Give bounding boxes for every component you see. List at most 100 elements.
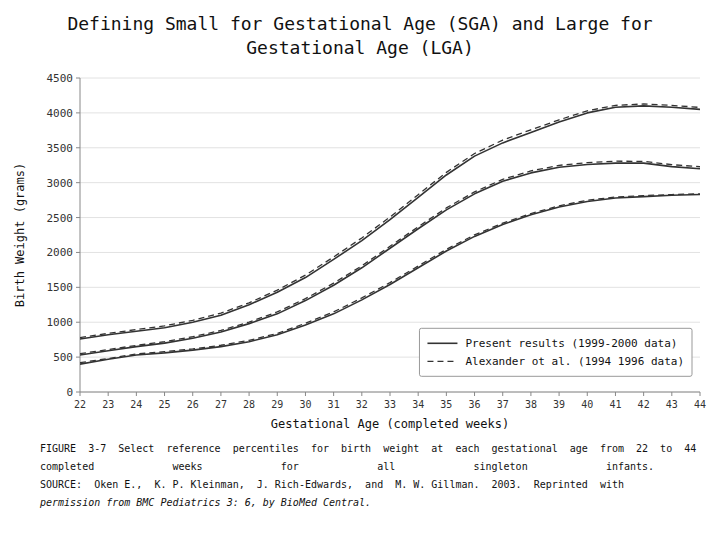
x-tick	[192, 392, 193, 396]
x-tick	[333, 392, 334, 396]
y-tick-label: 3000	[47, 177, 74, 190]
grid-line	[80, 287, 700, 288]
y-tick	[76, 78, 80, 79]
legend-label: Present results (1999-2000 data)	[465, 337, 677, 350]
x-tick-label: 42	[638, 399, 650, 410]
x-tick-label: 28	[243, 399, 255, 410]
x-tick	[615, 392, 616, 396]
grid-line	[80, 322, 700, 323]
x-tick-label: 39	[553, 399, 565, 410]
y-tick	[76, 112, 80, 113]
x-tick	[700, 392, 701, 396]
x-tick	[390, 392, 391, 396]
y-tick-label: 1000	[47, 316, 74, 329]
x-tick	[136, 392, 137, 396]
x-tick-label: 43	[666, 399, 678, 410]
title: Gestational Age (LGA)	[246, 37, 474, 58]
y-tick	[76, 322, 80, 323]
y-tick	[76, 182, 80, 183]
grid-line	[80, 252, 700, 253]
title: Defining Small for Gestational Age (SGA)…	[67, 13, 652, 34]
y-tick	[76, 217, 80, 218]
x-tick	[671, 392, 672, 396]
series-line	[80, 106, 700, 339]
y-tick	[76, 357, 80, 358]
y-tick-label: 3500	[47, 142, 74, 155]
x-tick	[249, 392, 250, 396]
x-tick	[446, 392, 447, 396]
x-tick-label: 33	[384, 399, 396, 410]
x-tick-label: 32	[356, 399, 368, 410]
x-axis-line	[80, 392, 700, 393]
y-tick-label: 1500	[47, 281, 74, 294]
x-tick-label: 30	[299, 399, 311, 410]
x-tick	[418, 392, 419, 396]
legend-swatch	[427, 361, 457, 362]
caption: FIGURE 3-7 Select reference percentiles …	[40, 443, 696, 454]
grid-line	[80, 392, 700, 393]
y-tick	[76, 392, 80, 393]
series-line	[80, 195, 700, 365]
legend-swatch	[427, 342, 457, 344]
grid-line	[80, 112, 700, 113]
x-tick-label: 23	[102, 399, 114, 410]
x-tick	[559, 392, 560, 396]
y-tick	[76, 147, 80, 148]
x-tick-label: 35	[440, 399, 452, 410]
series-line	[80, 194, 700, 363]
x-tick	[643, 392, 644, 396]
x-tick	[80, 392, 81, 396]
legend-label: Alexander ot al. (1994 1996 data)	[465, 355, 684, 368]
caption: SOURCE: Oken E., K. P. Kleinman, J. Rich…	[40, 479, 624, 490]
x-tick-label: 22	[74, 399, 86, 410]
legend: Present results (1999-2000 data) Alexande…	[419, 328, 692, 376]
x-tick-label: 37	[497, 399, 509, 410]
grid-line	[80, 147, 700, 148]
x-tick-label: 40	[581, 399, 593, 410]
lines	[80, 104, 700, 364]
x-tick-label: 36	[469, 399, 481, 410]
x-tick-label: 25	[159, 399, 171, 410]
caption: permission from BMC Pediatrics 3: 6, by …	[39, 497, 371, 508]
x-tick	[305, 392, 306, 396]
y-tick-label: 0	[66, 386, 73, 399]
x-tick	[164, 392, 165, 396]
y-tick	[76, 287, 80, 288]
y-axis-label: Birth Weight (grams)	[13, 163, 27, 308]
x-tick	[530, 392, 531, 396]
x-tick-label: 31	[328, 399, 340, 410]
y-tick-label: 2000	[47, 246, 74, 259]
series-line	[80, 161, 700, 353]
y-tick-label: 2500	[47, 212, 74, 225]
series-line	[80, 163, 700, 355]
x-tick	[220, 392, 221, 396]
caption: completed weeks for all singleton infant…	[40, 461, 654, 472]
x-tick	[474, 392, 475, 396]
y-tick-label: 4000	[47, 107, 74, 120]
x-tick-label: 41	[609, 399, 621, 410]
y-axis-line	[80, 78, 81, 392]
x-tick	[502, 392, 503, 396]
grid-line	[80, 182, 700, 183]
x-tick-label: 44	[694, 399, 706, 410]
grid	[80, 78, 700, 392]
x-tick	[587, 392, 588, 396]
legend-box	[419, 328, 692, 376]
grid-line	[80, 78, 700, 79]
x-tick-label: 38	[525, 399, 537, 410]
x-tick-label: 27	[215, 399, 227, 410]
x-axis-label: Gestational Age (completed weeks)	[271, 417, 509, 431]
x-tick-label: 29	[271, 399, 283, 410]
x-tick-label: 34	[412, 399, 424, 410]
grid-line	[80, 217, 700, 218]
y-tick	[76, 252, 80, 253]
x-tick-label: 26	[187, 399, 199, 410]
series-line	[80, 104, 700, 338]
x-tick	[361, 392, 362, 396]
x-tick	[108, 392, 109, 396]
y-tick-label: 4500	[47, 72, 74, 85]
x-tick	[277, 392, 278, 396]
chart: Defining Small for Gestational Age (SGA)…	[0, 0, 720, 540]
y-tick-label: 500	[53, 351, 73, 364]
x-tick-label: 24	[130, 399, 142, 410]
